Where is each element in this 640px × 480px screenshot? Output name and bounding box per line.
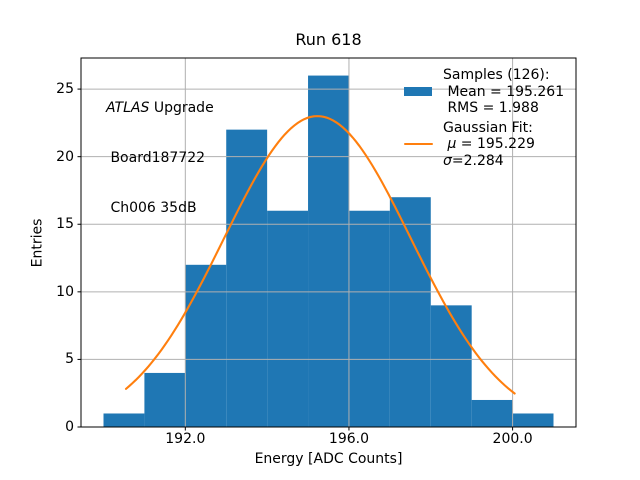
sigma-rest: =2.284 [451,152,504,169]
mu-symbol: μ [443,136,457,153]
annotation-line-experiment: ATLAS Upgrade [106,100,214,117]
annotation-experiment-rest: Upgrade [149,99,214,116]
legend: Samples (126): Mean = 195.261 RMS = 1.98… [404,67,564,169]
histogram-bar [267,210,309,427]
annotation-line-board: Board187722 [106,149,206,166]
histogram-bar [103,413,145,427]
y-tick-label: 10 [56,283,74,300]
x-tick-label: 200.0 [492,431,533,447]
chart-title: Run 618 [295,30,362,49]
mu-rest: = 195.229 [456,136,535,153]
annotation-block: ATLAS Upgrade Board187722 Ch006 35dB [106,66,214,251]
histogram-bar [512,413,554,427]
legend-row-fit-header: Gaussian Fit: [404,120,564,136]
histogram-bar [348,210,390,427]
legend-row-mu: μ = 195.229 [404,136,564,152]
fit-line-swatch-icon [404,143,433,146]
tick-marks [77,88,514,431]
x-tick-label: 196.0 [328,431,369,447]
legend-sigma-value: σ=2.284 [443,153,504,169]
axes-frame [80,57,577,428]
histogram-bar [226,129,268,427]
legend-row-samples-header: Samples (126): [404,67,564,83]
fit-curve [124,115,516,395]
y-tick-label: 5 [65,351,74,368]
histogram-bar [308,75,349,428]
histogram-bar [471,399,513,427]
legend-rms-value: RMS = 1.988 [443,99,539,116]
histogram-bar [389,197,431,427]
y-tick-label: 15 [56,216,74,233]
y-tick-label: 0 [65,419,74,435]
histogram-bars [103,75,554,428]
histogram-swatch-icon [404,87,432,97]
legend-mean-value: Mean = 195.261 [443,83,565,100]
histogram-bar [185,264,227,427]
legend-mu-value: μ = 195.229 [443,136,535,153]
x-tick-label: 192.0 [165,431,206,447]
legend-samples-header: Samples (126): [443,67,550,84]
sigma-symbol: σ [443,152,452,169]
legend-fit-header: Gaussian Fit: [443,119,533,136]
x-axis-label: Energy [ADC Counts] [254,451,403,467]
annotation-line-channel: Ch006 35dB [106,200,197,217]
annotation-experiment-name: ATLAS [106,99,150,116]
legend-row-rms: RMS = 1.988 [404,100,564,116]
legend-row-sigma: σ=2.284 [404,152,564,169]
legend-row-mean: Mean = 195.261 [404,83,565,100]
y-tick-label: 25 [56,81,74,98]
histogram-bar [430,305,472,427]
y-tick-label: 20 [56,148,74,165]
histogram-bar [144,372,186,427]
